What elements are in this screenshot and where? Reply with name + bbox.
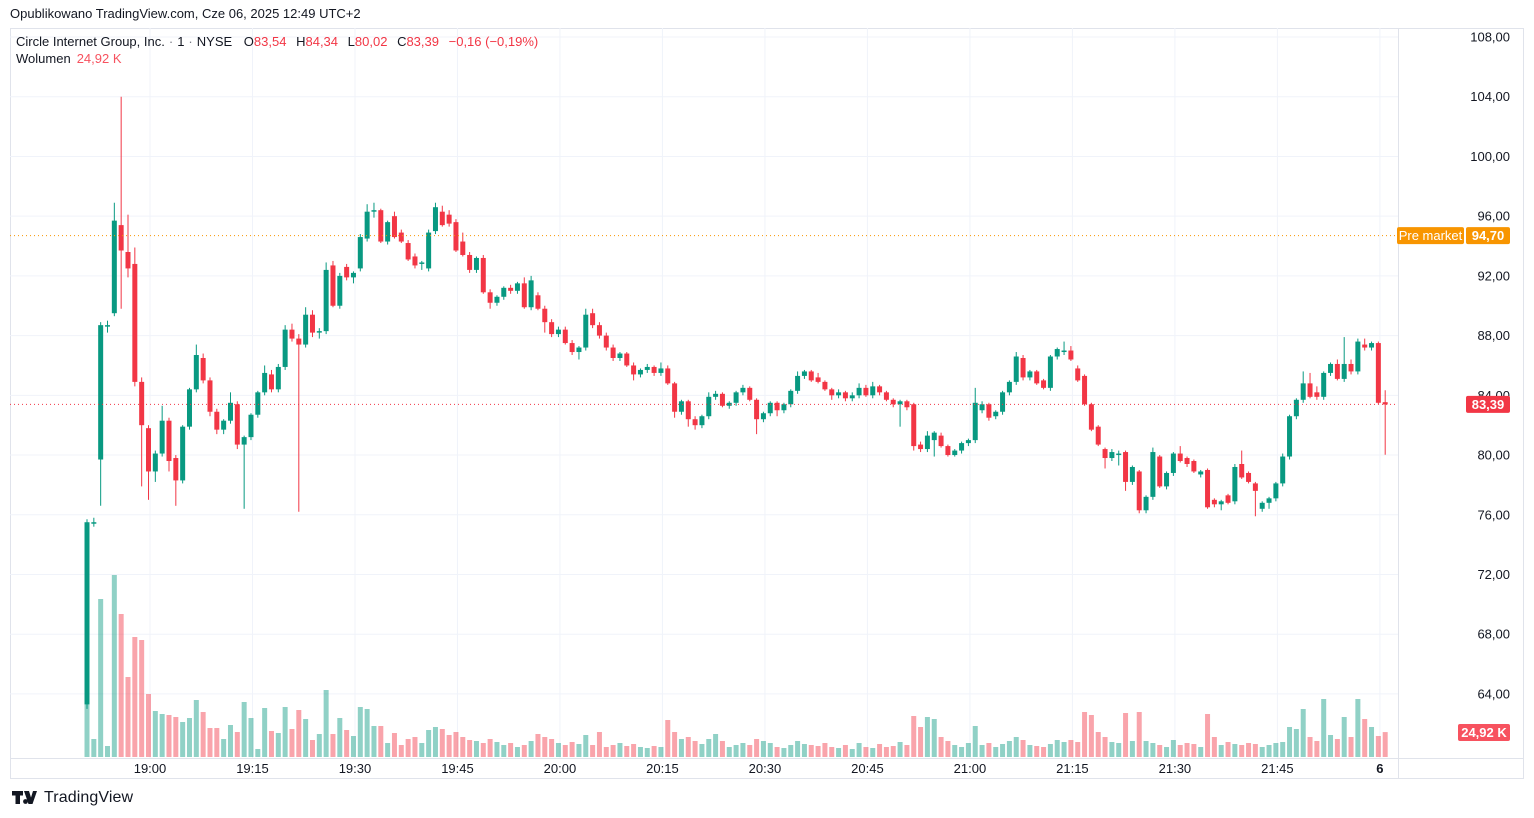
- change-value: −0,16 (−0,19%): [448, 34, 539, 49]
- tradingview-brand-text: TradingView: [44, 789, 134, 806]
- svg-text:21:30: 21:30: [1159, 761, 1192, 776]
- svg-text:20:00: 20:00: [544, 761, 577, 776]
- svg-text:21:15: 21:15: [1056, 761, 1089, 776]
- ohlc-close-letter: C: [397, 34, 407, 49]
- tradingview-logo-icon: [12, 790, 37, 804]
- legend-separator: ·: [168, 34, 174, 49]
- symbol-exchange: NYSE: [196, 34, 233, 49]
- svg-text:20:30: 20:30: [749, 761, 782, 776]
- svg-text:94,70: 94,70: [1472, 228, 1505, 243]
- svg-text:68,00: 68,00: [1477, 627, 1510, 642]
- volume-bars: [84, 575, 1388, 757]
- time-axis[interactable]: 19:00 19:15 19:30 19:45 20:00 20:15 20:30 20:45…: [134, 761, 1384, 776]
- tradingview-footer[interactable]: TradingView: [12, 789, 133, 807]
- svg-text:19:15: 19:15: [236, 761, 269, 776]
- chart-frame: [10, 28, 1524, 779]
- symbol-legend[interactable]: Circle Internet Group, Inc. · 1 · NYSE O83,5…: [16, 34, 538, 49]
- last-price-label: 83,39: [1466, 395, 1510, 413]
- svg-text:72,00: 72,00: [1477, 567, 1510, 582]
- svg-text:19:30: 19:30: [339, 761, 372, 776]
- ohlc-low-value: 80,02: [354, 34, 388, 49]
- svg-text:88,00: 88,00: [1477, 328, 1510, 343]
- candlesticks: [84, 96, 1388, 709]
- last-volume-label: 24,92 K: [1458, 724, 1510, 741]
- svg-text:76,00: 76,00: [1477, 507, 1510, 522]
- svg-text:83,39: 83,39: [1472, 397, 1505, 412]
- svg-text:80,00: 80,00: [1477, 448, 1510, 463]
- svg-text:20:15: 20:15: [646, 761, 679, 776]
- ohlc-close-value: 83,39: [406, 34, 439, 49]
- svg-text:Pre market: Pre market: [1399, 228, 1463, 243]
- svg-text:100,00: 100,00: [1470, 149, 1510, 164]
- volume-label: Wolumen: [16, 51, 71, 66]
- premarket-price-label: 94,70: [1466, 227, 1510, 245]
- svg-text:6: 6: [1376, 761, 1383, 776]
- volume-legend[interactable]: Wolumen 24,92 K: [16, 51, 122, 66]
- svg-text:20:45: 20:45: [851, 761, 884, 776]
- symbol-name: Circle Internet Group, Inc.: [16, 34, 165, 49]
- svg-text:92,00: 92,00: [1477, 268, 1510, 283]
- ohlc-open-letter: O: [243, 34, 254, 49]
- svg-text:108,00: 108,00: [1470, 30, 1510, 45]
- ohlc-low-letter: L: [347, 34, 355, 49]
- volume-value: 24,92 K: [76, 51, 122, 66]
- ohlc-open-value: 83,54: [253, 34, 287, 49]
- svg-text:19:45: 19:45: [441, 761, 474, 776]
- svg-text:64,00: 64,00: [1477, 686, 1510, 701]
- ohlc-high-value: 84,34: [305, 34, 339, 49]
- grid-lines: [10, 28, 1398, 758]
- ohlc-high-letter: H: [296, 34, 306, 49]
- premarket-tag: Pre market: [1397, 227, 1464, 245]
- symbol-interval: 1: [177, 34, 185, 49]
- svg-text:21:00: 21:00: [954, 761, 987, 776]
- svg-text:21:45: 21:45: [1261, 761, 1294, 776]
- svg-text:19:00: 19:00: [134, 761, 167, 776]
- published-caption: Opublikowano TradingView.com, Cze 06, 20…: [10, 6, 361, 21]
- price-axis[interactable]: 108,00104,00100,0096,0092,0088,0084,0080…: [1470, 30, 1510, 702]
- svg-text:104,00: 104,00: [1470, 89, 1510, 104]
- svg-text:96,00: 96,00: [1477, 209, 1510, 224]
- legend-separator: ·: [188, 34, 193, 49]
- svg-text:24,92 K: 24,92 K: [1461, 725, 1507, 740]
